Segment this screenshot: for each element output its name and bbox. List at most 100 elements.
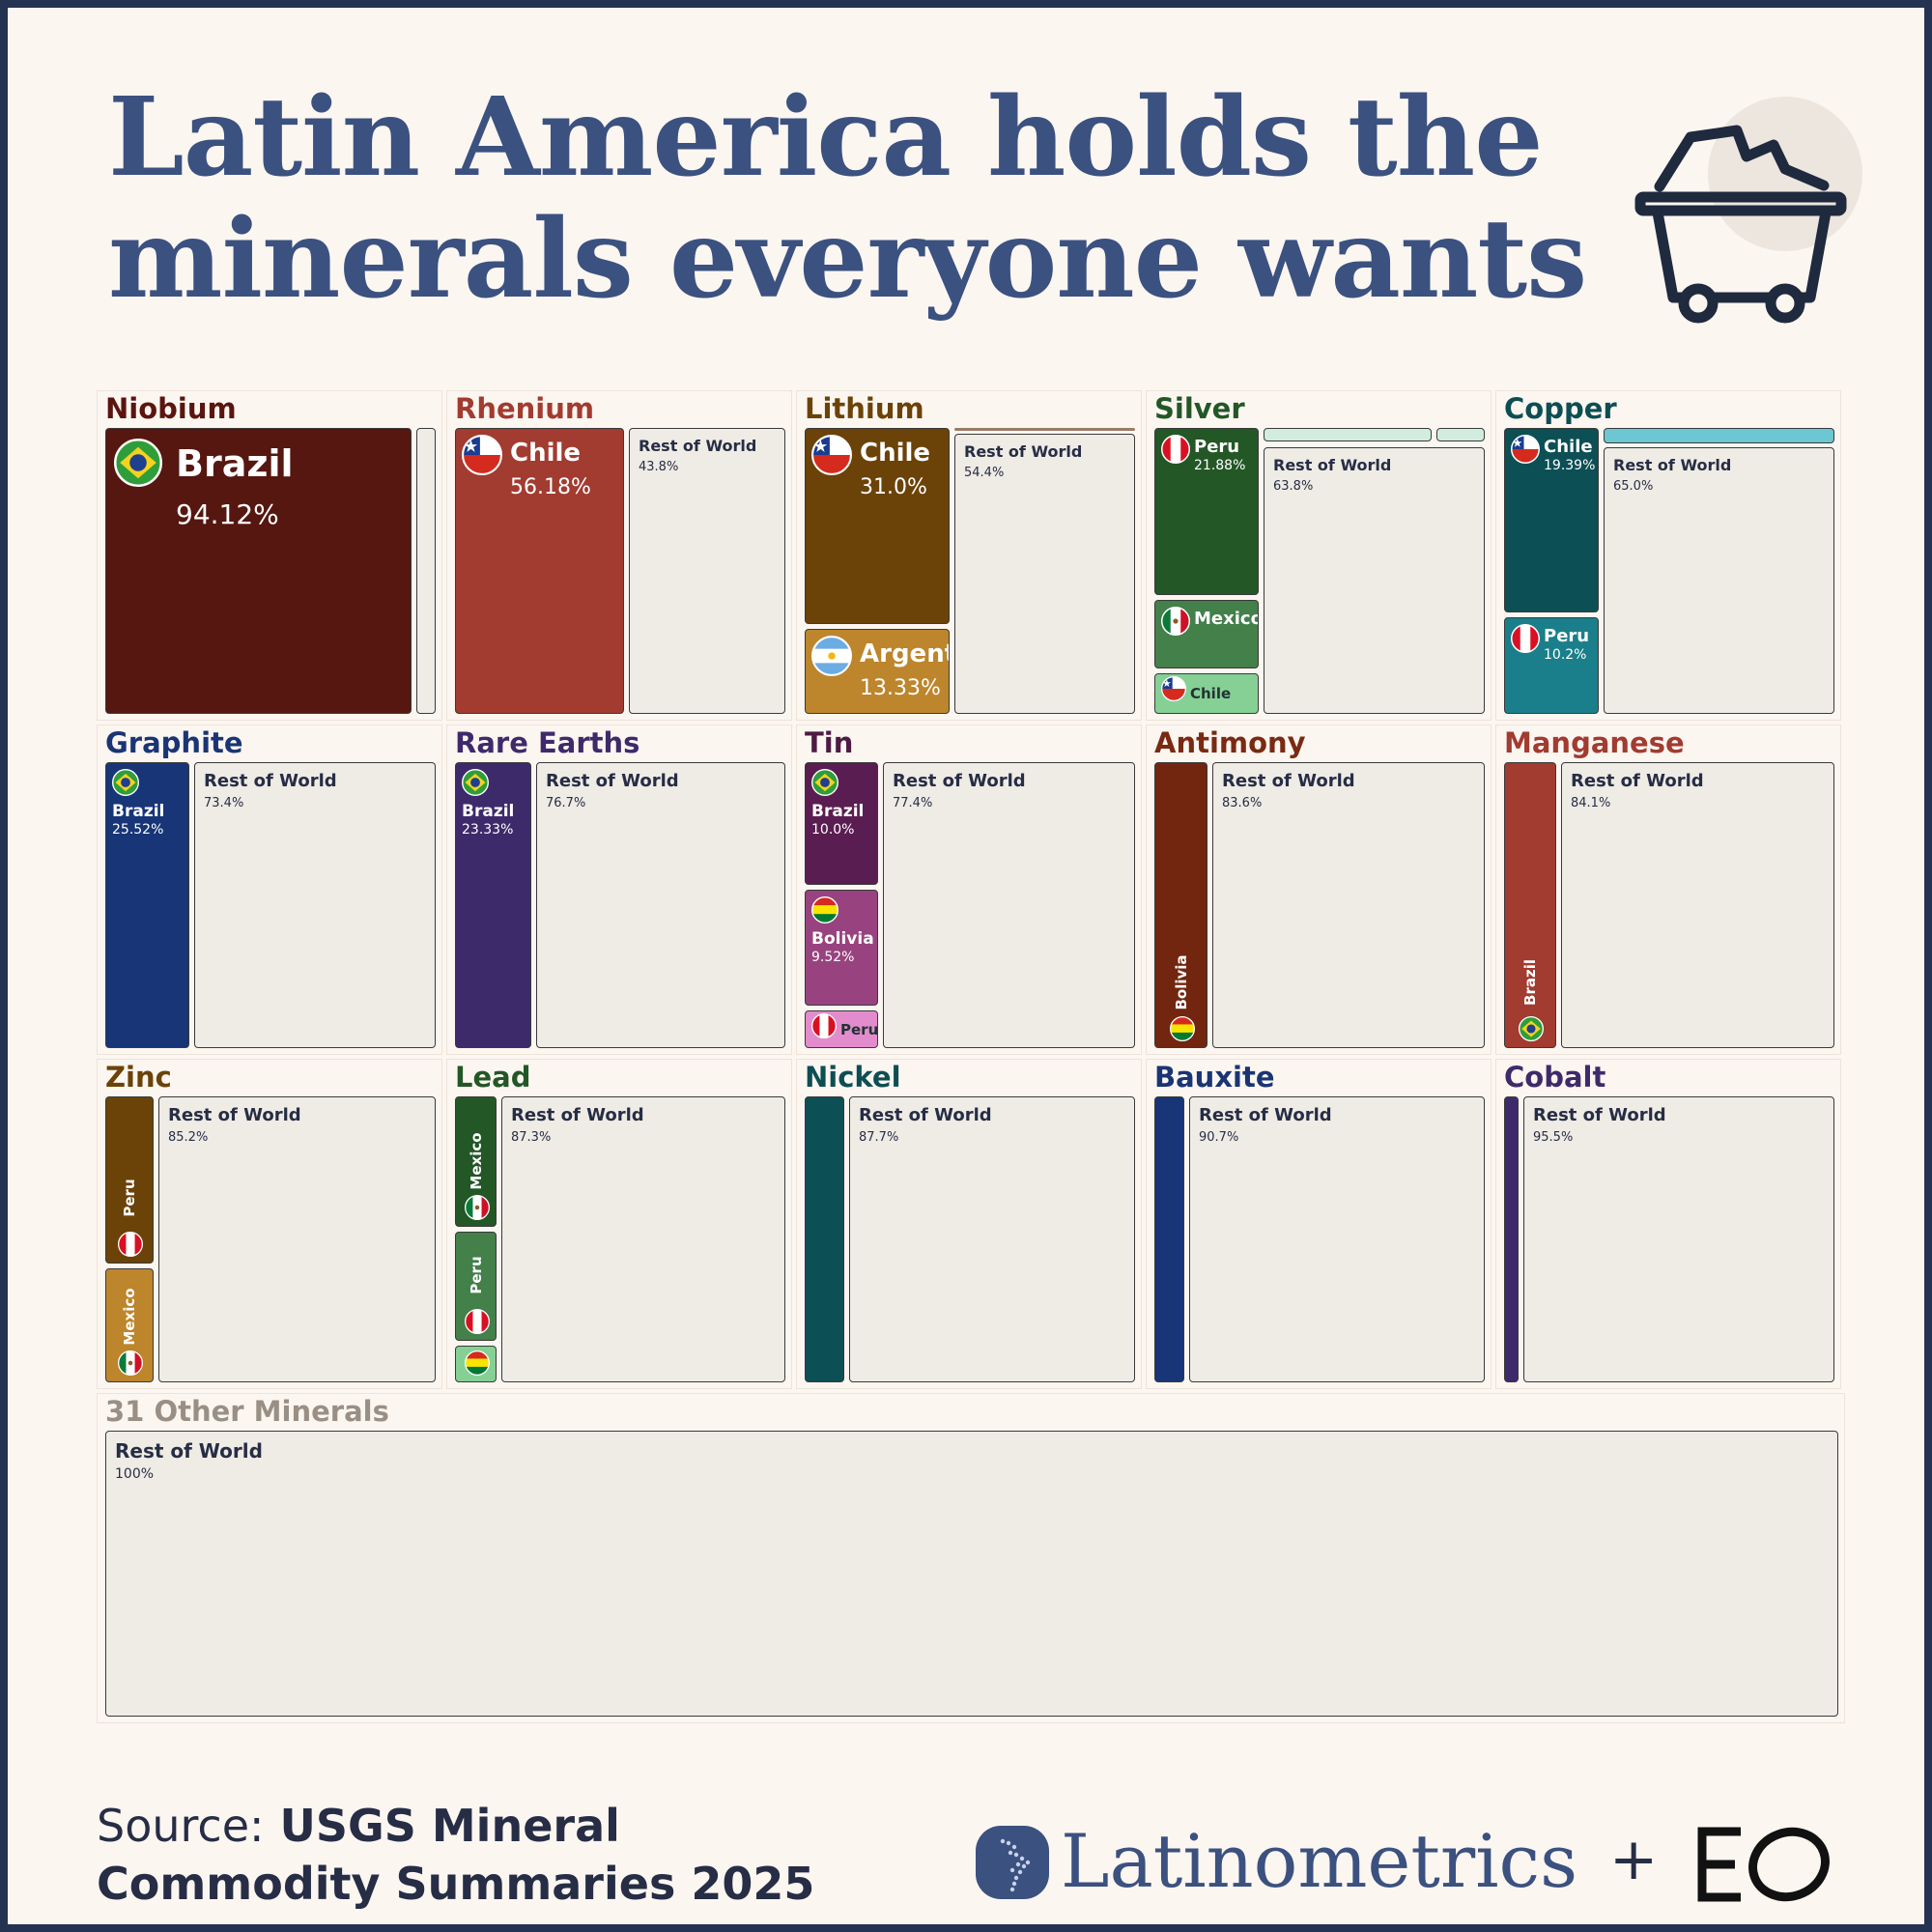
unlabeled-segment bbox=[805, 1096, 844, 1382]
eo-logo: EO bbox=[1697, 1827, 1830, 1902]
mexico-segment: Mexico bbox=[455, 1096, 497, 1227]
argentina-flag-icon bbox=[811, 636, 852, 676]
country-label: Peru bbox=[121, 1179, 138, 1217]
unlabeled-segment bbox=[1154, 1096, 1184, 1382]
country-label: Chile bbox=[1190, 685, 1232, 702]
peru-segment: Peru bbox=[455, 1232, 497, 1341]
country-label: Rest of World bbox=[1222, 771, 1355, 791]
chile-flag-icon bbox=[1511, 435, 1540, 464]
share-value: 94.12% bbox=[176, 498, 279, 530]
bolivia-segment bbox=[455, 1346, 497, 1382]
mineral-title: Silver bbox=[1154, 392, 1245, 425]
country-label: Brazil bbox=[462, 802, 515, 821]
rest-of-world-segment: Rest of World 73.4% bbox=[194, 762, 436, 1048]
rest-of-world-segment: Rest of World 77.4% bbox=[883, 762, 1135, 1048]
panel-lithium: Lithium Chile 31.0% Argentina 13.33% Rest of … bbox=[796, 390, 1142, 721]
panel-manganese: Manganese Brazil Rest of World 84.1% bbox=[1495, 724, 1841, 1055]
mexico-segment: Mexico bbox=[1154, 600, 1259, 668]
mineral-title: Tin bbox=[805, 726, 854, 759]
title-line-2: minerals everyone wants bbox=[108, 196, 1587, 323]
minor-segment-strip bbox=[1604, 428, 1834, 443]
country-label: Rest of World bbox=[964, 442, 1083, 461]
peru-flag-icon bbox=[1161, 435, 1190, 464]
share-value: 90.7% bbox=[1199, 1130, 1239, 1145]
mineral-title: Rare Earths bbox=[455, 726, 640, 759]
brazil-flag-icon bbox=[114, 439, 162, 487]
rest-of-world-segment: Rest of World 90.7% bbox=[1189, 1096, 1485, 1382]
country-label: Rest of World bbox=[1533, 1105, 1666, 1125]
page-title: Latin America holds the minerals everyon… bbox=[108, 77, 1587, 323]
brand-footer: Latinometrics + EO bbox=[974, 1812, 1843, 1909]
bolivia-segment: Bolivia bbox=[1154, 762, 1208, 1048]
country-label: Rest of World bbox=[1199, 1105, 1332, 1125]
share-value: 77.4% bbox=[893, 796, 933, 810]
share-value: 87.7% bbox=[859, 1130, 899, 1145]
share-value: 65.0% bbox=[1613, 479, 1654, 494]
share-value: 23.33% bbox=[462, 822, 514, 838]
brazil-flag-icon bbox=[1519, 1016, 1544, 1041]
chile-flag-icon bbox=[811, 435, 852, 475]
country-label: Rest of World bbox=[115, 1439, 263, 1463]
mineral-title: Graphite bbox=[105, 726, 243, 759]
country-label: Rest of World bbox=[1571, 771, 1704, 791]
mineral-title: 31 Other Minerals bbox=[105, 1395, 389, 1428]
country-label: Rest of World bbox=[1273, 456, 1392, 474]
share-value: 31.0% bbox=[860, 475, 927, 499]
share-value: 43.8% bbox=[639, 460, 679, 474]
rest-of-world-segment: Rest of World 100% bbox=[105, 1431, 1838, 1717]
panel-31-other-minerals: 31 Other Minerals Rest of World 100% bbox=[97, 1393, 1845, 1723]
share-value: 76.7% bbox=[546, 796, 586, 810]
mexico-flag-icon bbox=[1161, 607, 1190, 636]
country-label: Chile bbox=[510, 439, 582, 468]
share-value: 87.3% bbox=[511, 1130, 552, 1145]
chile-flag-icon bbox=[462, 435, 502, 475]
panel-silver: Silver Peru 21.88% Mexico Chile Rest of World… bbox=[1146, 390, 1492, 721]
country-label: Rest of World bbox=[546, 771, 679, 791]
chile-segment: Chile bbox=[1154, 673, 1259, 714]
brazil-segment: Brazil 25.52% bbox=[105, 762, 189, 1048]
country-label: Chile bbox=[1544, 437, 1593, 457]
country-label: Rest of World bbox=[168, 1105, 301, 1125]
chile-segment: Chile 56.18% bbox=[455, 428, 624, 714]
share-value: 54.4% bbox=[964, 466, 1005, 480]
rest-of-world-segment: Rest of World 87.3% bbox=[501, 1096, 785, 1382]
panel-niobium: Niobium Brazil 94.12% bbox=[97, 390, 442, 721]
bolivia-flag-icon bbox=[464, 1350, 490, 1376]
brazil-segment: Brazil bbox=[1504, 762, 1556, 1048]
share-value: 10.2% bbox=[1544, 647, 1587, 663]
rest-of-world-segment: Rest of World 65.0% bbox=[1604, 447, 1834, 714]
mineral-title: Rhenium bbox=[455, 392, 595, 425]
mineral-title: Zinc bbox=[105, 1061, 172, 1094]
mineral-title: Manganese bbox=[1504, 726, 1685, 759]
chile-segment: Chile 19.39% bbox=[1504, 428, 1599, 612]
panel-cobalt: Cobalt Rest of World 95.5% bbox=[1495, 1059, 1841, 1389]
peru-flag-icon bbox=[464, 1309, 490, 1334]
latin-america-map-icon bbox=[976, 1826, 1049, 1899]
panel-rare-earths: Rare Earths Brazil 23.33% Rest of World 76.7… bbox=[446, 724, 792, 1055]
rest-of-world-segment: Rest of World 43.8% bbox=[629, 428, 785, 714]
bolivia-flag-icon bbox=[811, 896, 838, 923]
rest-of-world-segment: Rest of World 85.2% bbox=[158, 1096, 436, 1382]
peru-segment: Peru bbox=[805, 1010, 878, 1048]
unlabeled-segment bbox=[416, 428, 436, 714]
mineral-title: Niobium bbox=[105, 392, 237, 425]
unlabeled-segment bbox=[1504, 1096, 1519, 1382]
country-label: Brazil bbox=[1521, 959, 1539, 1006]
share-value: 83.6% bbox=[1222, 796, 1263, 810]
source-prefix: Source: bbox=[97, 1800, 265, 1852]
panel-tin: Tin Brazil 10.0% Bolivia 9.52% Peru Rest of Wo… bbox=[796, 724, 1142, 1055]
country-label: Brazil bbox=[811, 802, 865, 821]
country-label: Peru bbox=[840, 1020, 878, 1038]
country-label: Argentina bbox=[860, 639, 949, 668]
country-label: Chile bbox=[860, 439, 931, 468]
peru-segment: Peru 21.88% bbox=[1154, 428, 1259, 595]
country-label: Rest of World bbox=[893, 771, 1026, 791]
mineral-title: Antimony bbox=[1154, 726, 1306, 759]
rest-of-world-segment: Rest of World 84.1% bbox=[1561, 762, 1834, 1048]
mexico-flag-icon bbox=[464, 1195, 490, 1220]
mineral-title: Copper bbox=[1504, 392, 1617, 425]
rest-of-world-segment: Rest of World 87.7% bbox=[849, 1096, 1135, 1382]
plus-sign: + bbox=[1609, 1826, 1659, 1893]
share-value: 84.1% bbox=[1571, 796, 1611, 810]
minor-segment-strip bbox=[1436, 428, 1485, 441]
